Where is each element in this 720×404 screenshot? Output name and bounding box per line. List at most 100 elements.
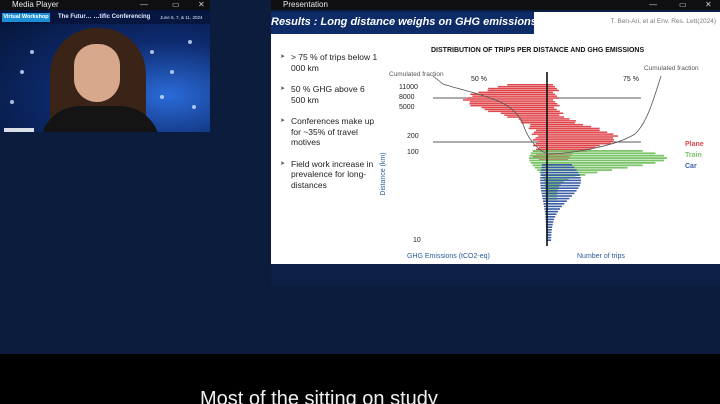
bar-car-emissions bbox=[543, 200, 547, 202]
y-axis-label: Distance (km) bbox=[380, 152, 387, 195]
minimize-icon[interactable]: — bbox=[140, 0, 148, 9]
bar-car-emissions bbox=[542, 164, 547, 166]
bar-plane-trips bbox=[547, 122, 576, 124]
bar-car-emissions bbox=[545, 213, 547, 215]
y-tick-label: 5000 bbox=[399, 104, 415, 111]
bar-car-trips bbox=[547, 203, 565, 205]
bar-car-trips bbox=[547, 190, 577, 192]
bar-plane-emissions bbox=[529, 125, 547, 128]
bar-train-trips bbox=[547, 152, 656, 155]
bar-plane-emissions bbox=[478, 91, 547, 94]
bar-car-trips bbox=[547, 234, 552, 236]
maximize-icon[interactable]: ▭ bbox=[172, 0, 180, 9]
bar-car-trips bbox=[547, 239, 552, 241]
bar-plane-emissions bbox=[531, 133, 547, 135]
workshop-tag: Virtual Workshop bbox=[2, 13, 50, 22]
bullet-item: ➤ 50 % GHG above 6 500 km bbox=[280, 84, 365, 105]
bar-car-trips bbox=[547, 182, 581, 184]
bar-plane-emissions bbox=[535, 137, 547, 139]
x-axis-label-left: GHG Emissions (tCO2-eq) bbox=[407, 253, 490, 260]
bar-car-emissions bbox=[541, 166, 547, 169]
bar-plane-emissions bbox=[504, 114, 547, 116]
bullet-item: ➤ > 75 % of trips below 1 000 km bbox=[280, 52, 378, 73]
bar-car-emissions bbox=[540, 177, 547, 179]
cumulated-fraction-left: Cumulated fraction bbox=[389, 71, 444, 78]
bar-car-emissions bbox=[544, 210, 547, 213]
bar-train-trips bbox=[547, 154, 664, 157]
bar-train-trips bbox=[547, 157, 667, 159]
bar-car-emissions bbox=[541, 190, 547, 192]
bar-car-emissions bbox=[540, 179, 547, 182]
bar-car-trips bbox=[547, 216, 556, 218]
bar-car-trips bbox=[547, 213, 557, 215]
pct-75: 75 % bbox=[623, 76, 639, 83]
bar-plane-emissions bbox=[484, 108, 547, 111]
bar-car-trips bbox=[547, 192, 575, 195]
maximize-icon[interactable]: ▭ bbox=[679, 0, 687, 9]
bar-plane-emissions bbox=[497, 85, 547, 88]
video-banner: Virtual Workshop The Futur… …tific Confe… bbox=[0, 10, 210, 24]
bar-car-trips bbox=[547, 236, 552, 239]
bar-plane-trips bbox=[547, 139, 615, 141]
bar-plane-emissions bbox=[532, 139, 547, 141]
close-icon[interactable]: ✕ bbox=[198, 0, 205, 9]
bar-car-emissions bbox=[541, 192, 547, 195]
legend-car: Car bbox=[685, 163, 697, 170]
minimize-icon[interactable]: — bbox=[649, 0, 657, 9]
bar-train-trips bbox=[547, 183, 561, 186]
bar-plane-emissions bbox=[507, 116, 547, 118]
bar-plane-trips bbox=[547, 144, 600, 147]
y-tick-label: 200 bbox=[407, 133, 419, 140]
bar-car-emissions bbox=[540, 184, 547, 187]
bar-car-emissions bbox=[540, 174, 547, 176]
bar-car-trips bbox=[547, 197, 570, 200]
bar-plane-emissions bbox=[481, 106, 547, 109]
slide-title: Results : Long distance weighs on GHG em… bbox=[271, 16, 537, 28]
bar-car-trips bbox=[547, 179, 581, 182]
bar-plane-emissions bbox=[534, 131, 547, 133]
bar-plane-trips bbox=[547, 118, 570, 120]
bar-car-trips bbox=[547, 177, 581, 179]
bar-car-emissions bbox=[543, 203, 547, 205]
bar-car-emissions bbox=[542, 197, 547, 200]
close-icon[interactable]: ✕ bbox=[705, 0, 712, 9]
bar-plane-emissions bbox=[530, 123, 547, 126]
video-feed[interactable]: Virtual Workshop The Futur… …tific Confe… bbox=[0, 10, 210, 132]
bar-plane-trips bbox=[547, 108, 557, 111]
bar-plane-trips bbox=[547, 146, 596, 149]
chart-title: DISTRIBUTION OF TRIPS PER DISTANCE AND G… bbox=[431, 47, 645, 54]
bar-train-trips bbox=[547, 181, 564, 183]
bar-car-emissions bbox=[544, 208, 547, 210]
workshop-title: The Futur… …tific Conferencing bbox=[58, 14, 151, 20]
bar-car-emissions bbox=[542, 195, 547, 197]
bar-car-trips bbox=[547, 226, 553, 228]
bar-train-trips bbox=[547, 164, 643, 167]
bar-train-emissions bbox=[532, 164, 547, 167]
bar-plane-trips bbox=[547, 89, 560, 92]
bar-plane-trips bbox=[547, 114, 560, 116]
bar-plane-trips bbox=[547, 95, 558, 97]
sponsor-logo bbox=[4, 128, 34, 132]
bar-plane-trips bbox=[547, 101, 556, 103]
bar-plane-emissions bbox=[469, 101, 547, 103]
bar-car-trips bbox=[547, 174, 580, 176]
slide-citation: T. Ben-Ari, et al Env. Res. Lett(2024) bbox=[610, 18, 716, 25]
bar-plane-emissions bbox=[472, 95, 547, 97]
x-axis-label-right: Number of trips bbox=[577, 253, 625, 260]
bar-train-emissions bbox=[530, 152, 547, 155]
media-player-titlebar[interactable]: Media Player — ▭ ✕ bbox=[0, 0, 210, 10]
bar-plane-trips bbox=[547, 106, 555, 109]
bar-plane-emissions bbox=[535, 142, 547, 145]
bar-plane-emissions bbox=[487, 89, 547, 92]
y-tick-label: 10 bbox=[413, 237, 421, 244]
slide: Results : Long distance weighs on GHG em… bbox=[271, 12, 720, 264]
bar-car-trips bbox=[547, 171, 579, 174]
presentation-titlebar[interactable]: Presentation — ▭ ✕ bbox=[271, 0, 720, 10]
bar-plane-trips bbox=[547, 110, 560, 113]
arrow-icon: ➤ bbox=[280, 86, 286, 92]
title-accent: Results : Long distance weighs on GHG em… bbox=[271, 12, 537, 34]
bar-car-trips bbox=[547, 195, 572, 197]
bar-plane-emissions bbox=[488, 87, 547, 90]
bar-train-trips bbox=[547, 186, 560, 188]
